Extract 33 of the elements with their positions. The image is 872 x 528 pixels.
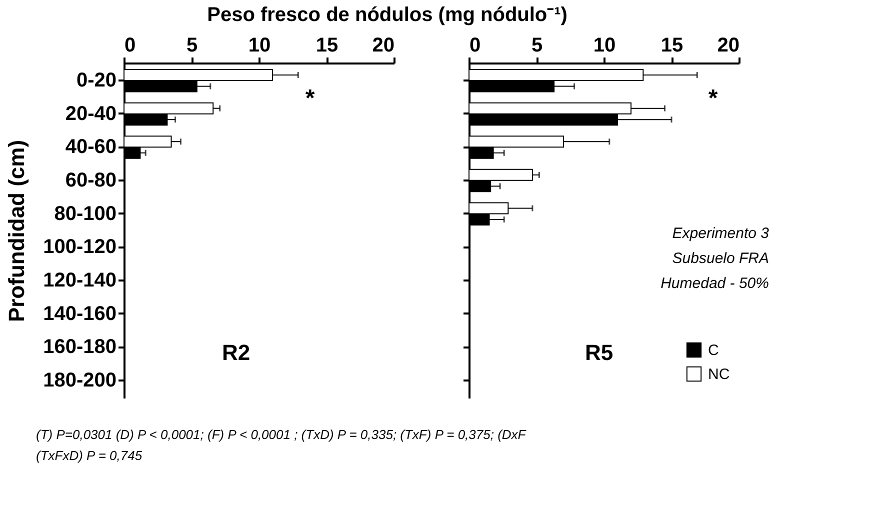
y-tick-label: 40-60 bbox=[65, 136, 116, 158]
x-tick-label: 10 bbox=[248, 34, 271, 56]
annotation: Humedad - 50% bbox=[660, 275, 769, 292]
x-tick-label: 15 bbox=[660, 34, 684, 56]
y-tick-label: 80-100 bbox=[54, 202, 116, 225]
x-tick-label: 0 bbox=[124, 34, 136, 56]
annotation: Subsuelo FRA bbox=[672, 250, 769, 267]
annotation: Experimento 3 bbox=[672, 225, 770, 242]
annotation: R2 bbox=[222, 340, 250, 365]
text: (TxFxD) P = 0,745 bbox=[36, 448, 143, 463]
x-tick-label: 0 bbox=[470, 34, 481, 56]
y-tick-label: 100-120 bbox=[43, 236, 116, 258]
y-tick-label: 20-40 bbox=[65, 102, 116, 125]
legend-label: NC bbox=[708, 366, 730, 383]
x-tick-label: 5 bbox=[186, 34, 198, 56]
annotation: * bbox=[708, 85, 718, 112]
y-tick-label: 160-180 bbox=[43, 336, 116, 358]
y-tick-label: 180-200 bbox=[43, 369, 116, 392]
annotation: * bbox=[305, 85, 316, 112]
y-tick-label: 0-20 bbox=[76, 70, 116, 92]
y-tick-label: 60-80 bbox=[65, 170, 116, 192]
y-tick-label: 120-140 bbox=[43, 269, 116, 292]
x-tick-label: 15 bbox=[316, 34, 338, 56]
x-tick-label: 20 bbox=[717, 34, 740, 56]
legend-label: C bbox=[708, 342, 719, 359]
x-tick-label: 20 bbox=[372, 34, 394, 56]
y-tick-label: 140-160 bbox=[43, 302, 116, 325]
annotation: R5 bbox=[584, 340, 614, 365]
text: (T) P=0,0301 (D) P < 0,0001; (F) P < 0,0001 ; (TxD) P = 0,335; (TxF) P = 0,375; (DxF bbox=[36, 427, 527, 442]
x-tick-label: 10 bbox=[593, 34, 616, 56]
y-axis-title: Profundidad (cm) bbox=[4, 140, 30, 322]
chart-title: Peso fresco de nódulos (mg nódulo⁻¹) bbox=[207, 4, 568, 26]
x-tick-label: 5 bbox=[531, 34, 543, 56]
